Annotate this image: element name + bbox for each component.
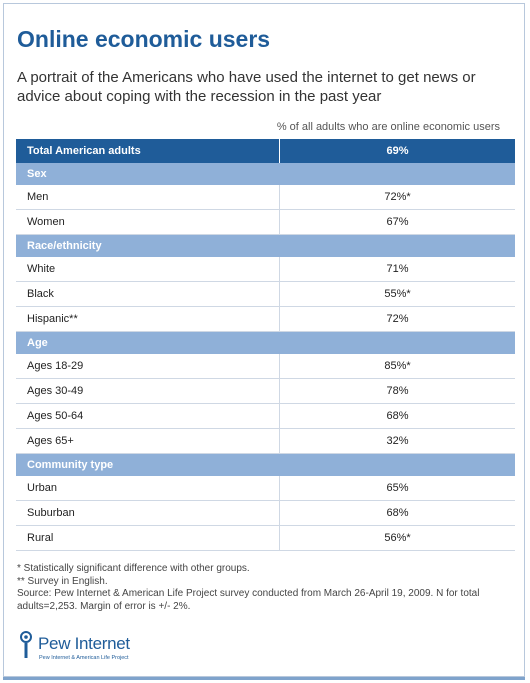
row-label: Ages 30-49 [16,378,280,404]
group-header: Sex [16,163,515,185]
row-value: 71% [279,257,515,282]
pew-logo-icon [20,631,32,658]
chart-title: Online economic users [17,26,271,52]
row-label: Rural [16,525,280,551]
row-value: 56%* [279,525,515,551]
row-value: 85%* [279,354,515,379]
row-label: Suburban [16,500,280,526]
group-header-row: Sex [16,163,515,185]
table-row: Ages 30-49 78% [16,378,515,404]
row-label: Ages 50-64 [16,403,280,429]
row-value: 55%* [279,281,515,307]
significance-note: * Statistically significant difference w… [17,563,250,574]
chart-subtitle: A portrait of the Americans who have use… [17,69,476,105]
logo-name: Pew Internet [38,634,130,653]
row-value: 67% [279,209,515,235]
table-row: Ages 50-64 68% [16,403,515,429]
row-label: Ages 18-29 [16,354,280,379]
table-row: Urban 65% [16,476,515,501]
group-header: Community type [16,453,515,476]
total-value: 69% [279,139,515,163]
footnotes: * Statistically significant difference w… [17,563,497,613]
table-row: Women 67% [16,209,515,235]
row-value: 78% [279,378,515,404]
table-row: Suburban 68% [16,500,515,526]
row-label: Urban [16,476,280,501]
row-label: Women [16,209,280,235]
data-table: Total American adults 69% Sex Men 72%* Wome… [16,139,515,551]
row-value: 68% [279,403,515,429]
row-value: 32% [279,428,515,454]
table-row: Black 55%* [16,281,515,307]
row-value: 68% [279,500,515,526]
group-header: Age [16,331,515,354]
column-header: % of all adults who are online economic … [276,121,500,133]
row-label: Black [16,281,280,307]
table-body: Total American adults 69% Sex Men 72%* Wome… [16,139,515,551]
language-note: ** Survey in English. [17,575,108,587]
table-row: Ages 18-29 85%* [16,354,515,379]
table-row: Ages 65+ 32% [16,428,515,454]
table-row: Hispanic** 72% [16,306,515,332]
table-row: Men 72%* [16,185,515,210]
row-value: 65% [279,476,515,501]
logo-tagline: Pew Internet & American Life Project [39,655,129,661]
source-note: Source: Pew Internet & American Life Pro… [17,588,480,612]
row-value: 72%* [279,185,515,210]
total-label: Total American adults [16,139,280,163]
table-row: White 71% [16,257,515,282]
group-header-row: Race/ethnicity [16,234,515,257]
row-label: Men [16,185,280,210]
row-label: White [16,257,280,282]
group-header-row: Community type [16,453,515,476]
table-row: Rural 56%* [16,525,515,551]
pew-internet-logo: Pew Internet Pew Internet & American Lif… [16,630,196,664]
group-header-row: Age [16,331,515,354]
bottom-rule [3,677,525,680]
group-header: Race/ethnicity [16,234,515,257]
row-label: Hispanic** [16,306,280,332]
row-label: Ages 65+ [16,428,280,454]
total-row: Total American adults 69% [16,139,515,163]
row-value: 72% [279,306,515,332]
